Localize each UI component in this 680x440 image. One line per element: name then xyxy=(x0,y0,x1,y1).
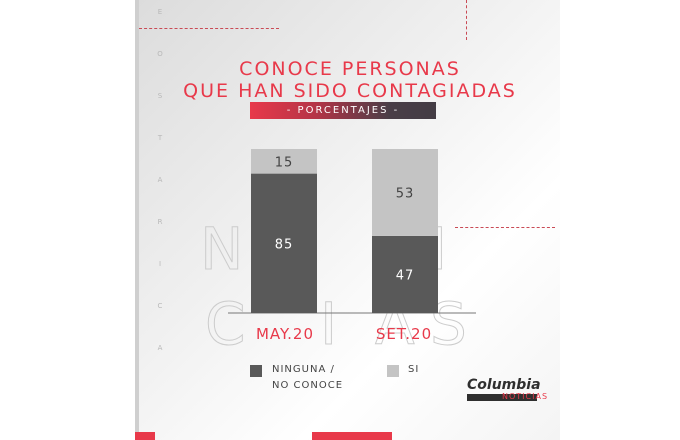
legend-label-ninguna: NINGUNA / NO CONOCE xyxy=(272,362,343,394)
logo-subtext: NOTICIAS xyxy=(502,392,549,401)
chart-subtitle: - PORCENTAJES - xyxy=(286,105,400,116)
side-letter: S xyxy=(157,92,163,100)
logo-underline xyxy=(467,394,537,401)
x-tick-label-set: SET.20 xyxy=(375,325,433,343)
chart-title-line-2: QUE HAN SIDO CONTAGIADAS xyxy=(183,80,517,102)
bar-segment-set-20-ninguna xyxy=(372,235,438,313)
dashed-line-top-left xyxy=(139,28,279,29)
x-tick-label-may: MAY.20 xyxy=(255,325,315,343)
data-label: 53 xyxy=(396,186,415,201)
bottom-accent-center xyxy=(312,432,392,440)
side-letter: R xyxy=(157,218,163,226)
dashed-line-right xyxy=(455,227,555,228)
chart-title-line-1: CONOCE PERSONAS xyxy=(239,58,461,80)
side-letter: I xyxy=(158,260,162,268)
watermark-letter: N xyxy=(199,215,244,284)
side-letter: T xyxy=(157,134,163,142)
watermark-letter: I xyxy=(319,290,338,359)
legend-label-si: SI xyxy=(408,364,420,375)
subtitle-banner xyxy=(250,102,436,119)
legend-label-line: NINGUNA / xyxy=(272,364,335,375)
bar-segment-may-20-si xyxy=(251,149,317,174)
side-letter: O xyxy=(157,50,163,58)
bottom-accent-left xyxy=(135,432,155,440)
side-letter: C xyxy=(157,302,163,310)
data-label: 15 xyxy=(275,155,294,170)
background-panel xyxy=(135,0,560,440)
watermark-letter: C xyxy=(205,290,246,359)
bar-segment-may-20-ninguna xyxy=(251,173,317,313)
dashed-line-top-right xyxy=(466,0,467,40)
left-strip xyxy=(135,0,139,440)
legend-swatch-ninguna xyxy=(250,365,262,377)
data-label: 85 xyxy=(275,237,294,252)
side-letter: A xyxy=(157,344,163,352)
legend-swatch-si xyxy=(387,365,399,377)
data-label: 47 xyxy=(396,268,415,283)
bar-segment-set-20-si xyxy=(372,149,438,236)
legend-label-line: NO CONOCE xyxy=(272,380,344,391)
columbia-logo: Columbia xyxy=(467,377,541,393)
side-letter: E xyxy=(157,8,163,16)
side-letter: A xyxy=(157,176,163,184)
